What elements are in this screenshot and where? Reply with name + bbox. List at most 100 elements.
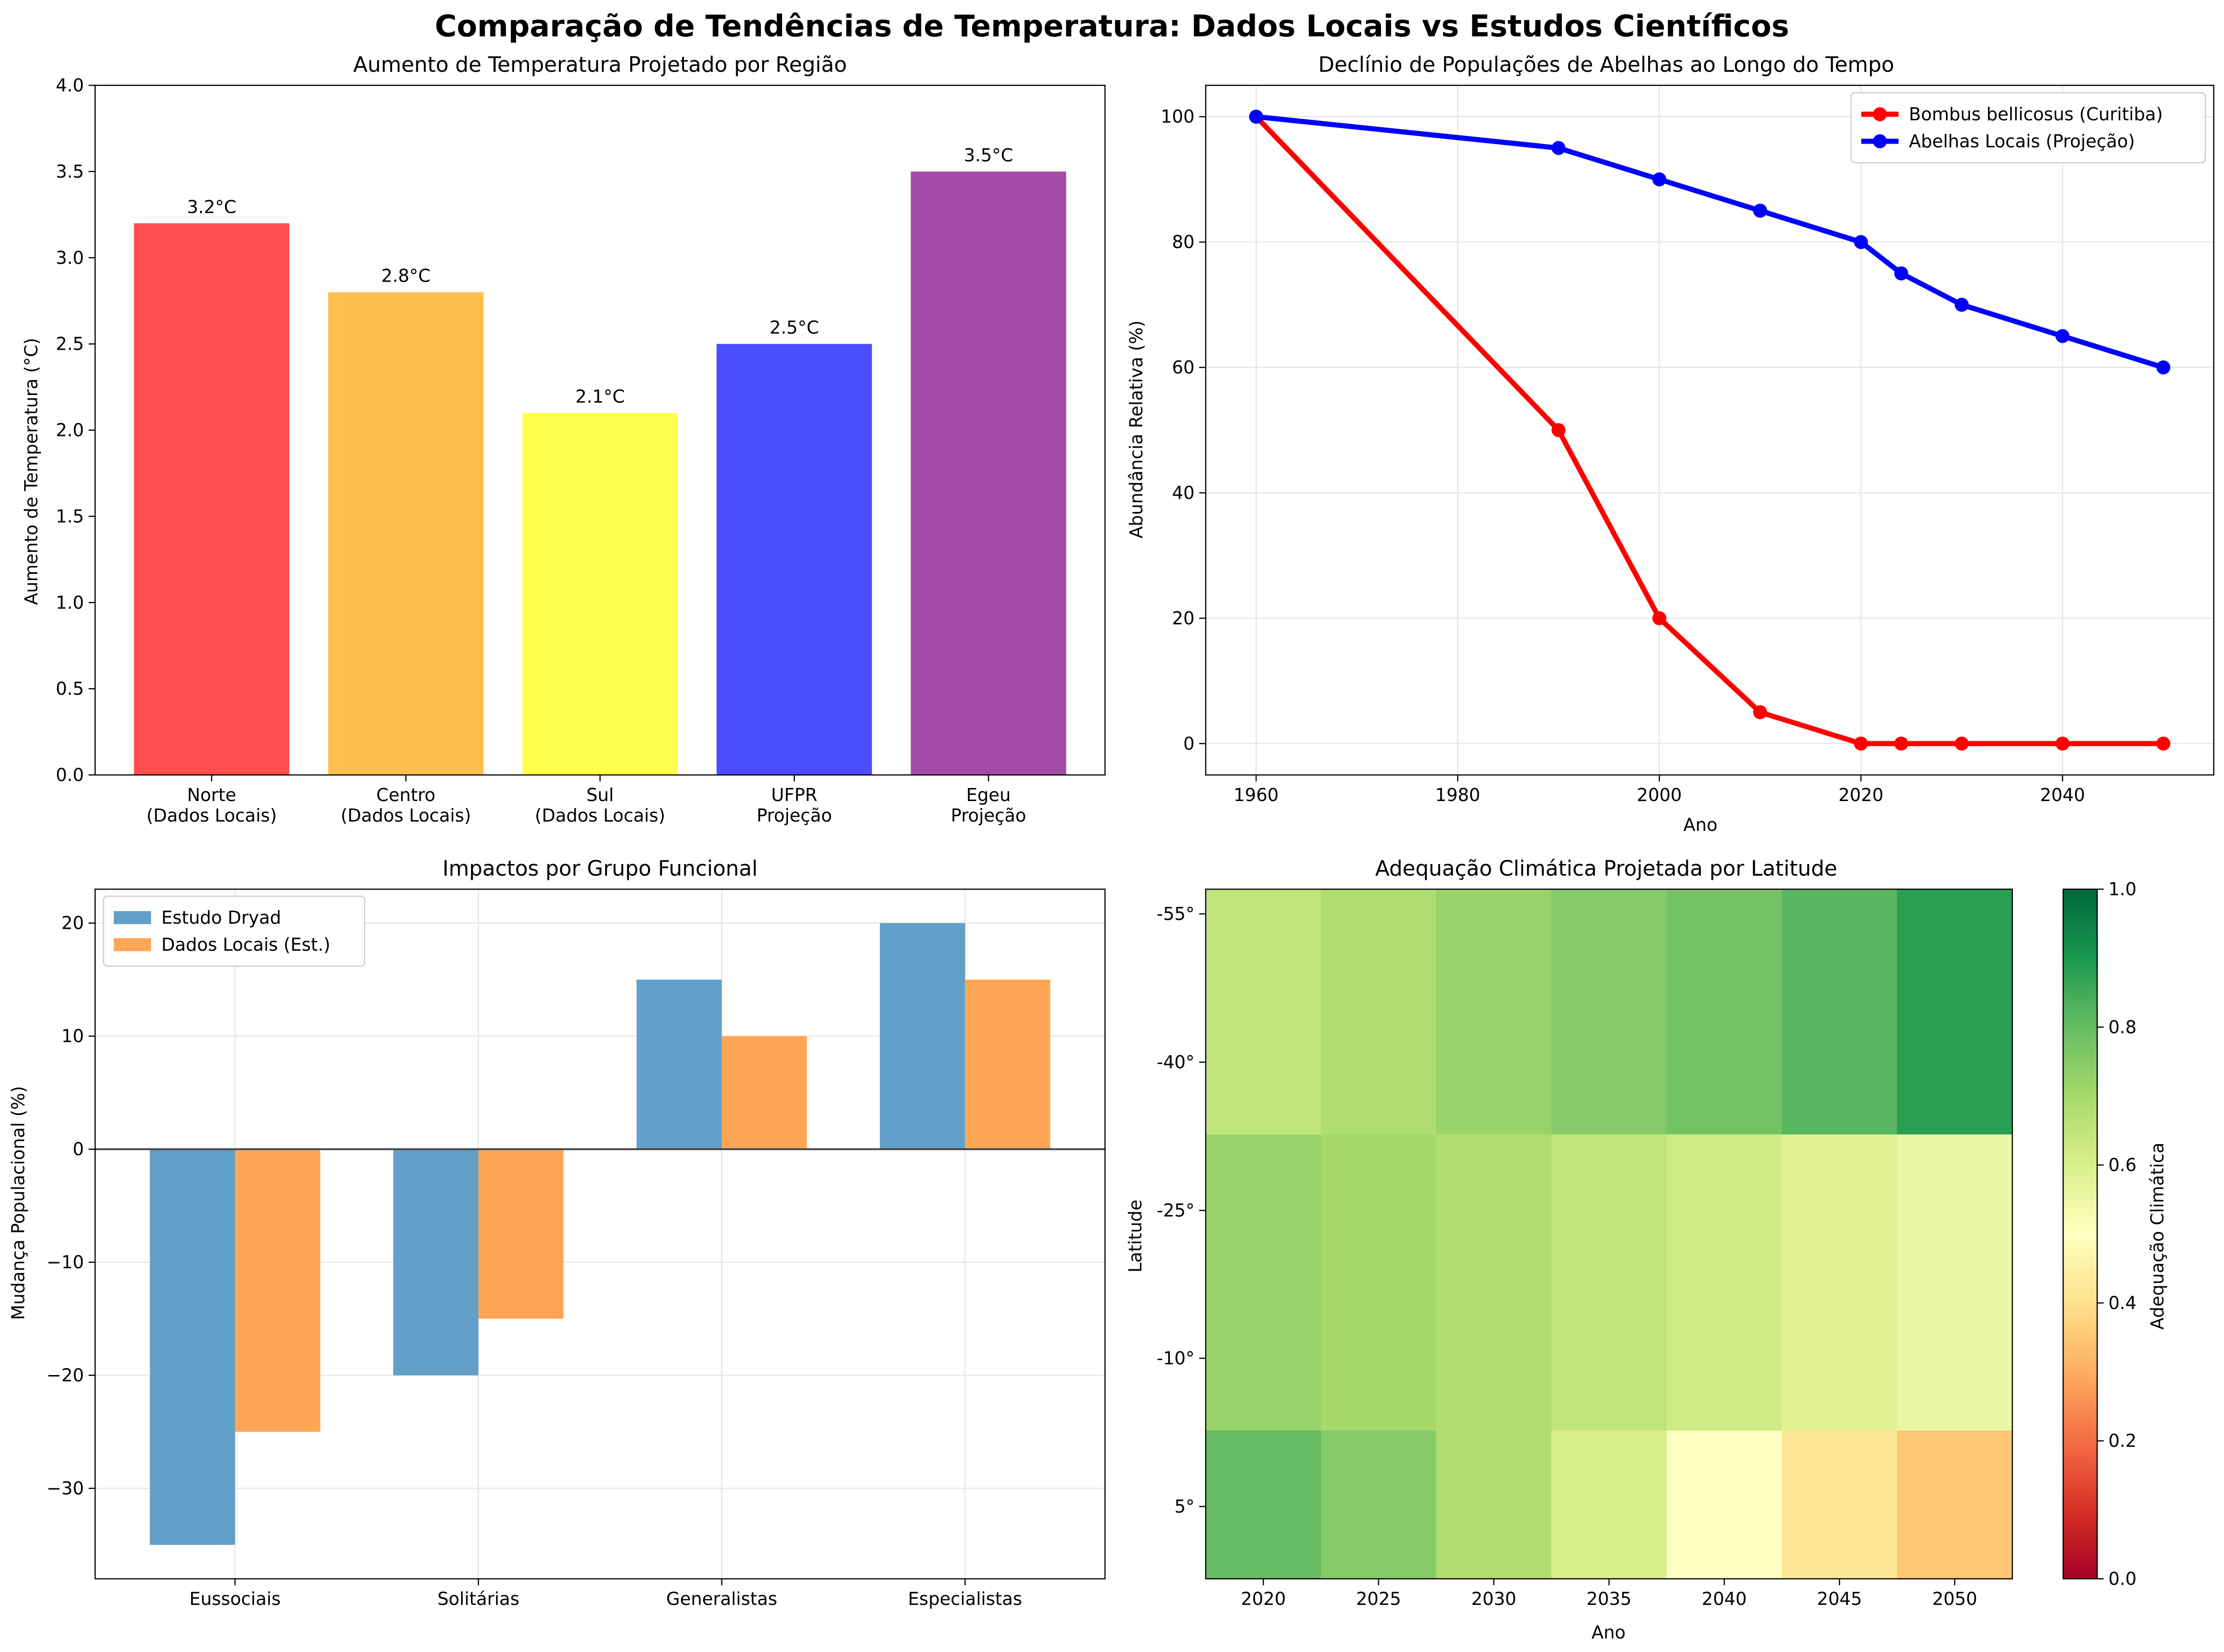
legend-marker [1873, 107, 1887, 121]
group-bar-series-2 [478, 1149, 564, 1319]
series-point-1 [1551, 423, 1566, 437]
heatmap-cell [1897, 1134, 2013, 1431]
heatmap-cell [1897, 889, 2013, 1135]
group-bar-series-1 [150, 1149, 235, 1545]
heatmap-x-axis-label: Ano [1591, 1622, 1625, 1643]
temperature-value-label: 2.5°C [770, 318, 819, 338]
bee-y-tick-label: 40 [1172, 483, 1195, 503]
series-point-1 [1854, 736, 1868, 751]
bee-y-tick-label: 0 [1183, 733, 1195, 754]
series-point-1 [1894, 736, 1908, 751]
heatmap-y-tick-label: -55° [1157, 904, 1195, 924]
bee-x-tick-label: 2000 [1637, 785, 1682, 805]
plot-frame [1205, 84, 2215, 776]
temperature-value-label: 2.8°C [381, 266, 430, 286]
bee-y-tick-label: 20 [1172, 608, 1195, 629]
group-bar-series-2 [235, 1149, 320, 1432]
colorbar-tick-label: 0.4 [2108, 1293, 2136, 1313]
legend-box [103, 895, 366, 967]
figure-suptitle: Comparação de Tendências de Temperatura:… [435, 9, 1789, 44]
series-point-2 [2156, 360, 2170, 375]
groups-y-tick-label: −30 [47, 1478, 84, 1499]
temperature-bar-chart: Aumento de Temperatura Projetado por Reg… [21, 52, 1106, 826]
heatmap-cell [1551, 1431, 1667, 1579]
temperature-y-tick-label: 1.5 [56, 506, 84, 526]
temperature-value-label: 3.5°C [964, 145, 1013, 166]
groups-y-tick-label: −20 [47, 1365, 84, 1386]
temperature-y-tick-label: 0.0 [56, 765, 84, 785]
groups-y-tick-label: 10 [62, 1026, 84, 1046]
temperature-y-tick-label: 3.0 [56, 248, 84, 268]
heatmap-cell [1321, 1431, 1437, 1579]
series-point-2 [2055, 329, 2070, 343]
temperature-bar [134, 223, 290, 775]
bee-x-tick-label: 1960 [1234, 785, 1279, 805]
groups-y-tick-label: 20 [62, 913, 84, 933]
legend-box [1850, 92, 2206, 164]
groups-y-tick-label: 0 [73, 1139, 84, 1160]
legend-marker [1873, 134, 1887, 148]
legend-entry-label: Abelhas Locais (Projeção) [1909, 131, 2135, 152]
colorbar-tick-label: 0.8 [2108, 1017, 2136, 1037]
heatmap-cell [1782, 889, 1898, 1135]
group-bar-series-1 [880, 923, 965, 1149]
temperature-x-tick-label: Norte (Dados Locais) [146, 785, 277, 826]
heatmap-cell [1551, 889, 1667, 1135]
colorbar-tick-label: 0.6 [2108, 1155, 2136, 1175]
temperature-y-axis-label: Aumento de Temperatura (°C) [21, 338, 41, 605]
heatmap-cell [1321, 889, 1437, 1135]
series-point-2 [1753, 203, 1768, 218]
groups-x-tick-label: Solitárias [437, 1589, 519, 1609]
heatmap-title: Adequação Climática Projetada por Latitu… [1375, 856, 1837, 881]
bee-x-tick-label: 2040 [2040, 785, 2085, 805]
series-point-1 [1955, 736, 1969, 751]
temperature-y-tick-label: 2.5 [56, 334, 84, 354]
series-point-2 [1854, 235, 1868, 249]
colorbar [2062, 888, 2098, 1580]
heatmap-cell [1551, 1134, 1667, 1431]
temperature-y-tick-label: 1.0 [56, 592, 84, 613]
legend-color-swatch [114, 911, 151, 924]
group-bar-series-1 [393, 1149, 479, 1376]
temperature-y-tick-label: 2.0 [56, 420, 84, 441]
bee-y-tick-label: 80 [1172, 232, 1195, 252]
bee-chart-title: Declínio de Populações de Abelhas ao Lon… [1318, 52, 1894, 77]
series-point-2 [1551, 141, 1566, 155]
heatmap-cell [1782, 1134, 1898, 1431]
temperature-x-tick-label: UFPR Projeção [757, 785, 832, 826]
plot-frame [94, 888, 1106, 1580]
legend-color-swatch [114, 938, 151, 951]
bee-y-tick-label: 100 [1160, 106, 1195, 127]
temperature-bar [328, 292, 484, 775]
bee-decline-line-chart: Declínio de Populações de Abelhas ao Lon… [1126, 52, 2215, 835]
heatmap-x-tick-label: 2025 [1356, 1589, 1401, 1609]
heatmap-cell [1206, 889, 1321, 1135]
legend-entry-label: Bombus bellicosus (Curitiba) [1909, 104, 2163, 124]
bee-y-axis-label: Abundância Relativa (%) [1126, 320, 1147, 539]
series-point-1 [1652, 611, 1666, 625]
heatmap-y-axis-label: Latitude [1125, 1200, 1146, 1272]
temperature-x-tick-label: Sul (Dados Locais) [535, 785, 665, 826]
temperature-y-tick-label: 4.0 [56, 75, 84, 96]
heatmap-cell [1436, 1134, 1552, 1431]
colorbar-tick-label: 0.2 [2108, 1431, 2136, 1451]
functional-group-bar-chart: Impactos por Grupo Funcional Mudança Pop… [8, 856, 1106, 1609]
groups-chart-title: Impactos por Grupo Funcional [442, 856, 758, 881]
bee-x-tick-label: 1980 [1435, 785, 1480, 805]
series-point-1 [2055, 736, 2070, 751]
temperature-value-label: 3.2°C [187, 197, 236, 217]
group-bar-series-2 [965, 979, 1050, 1149]
series-point-2 [1652, 172, 1666, 187]
series-point-2 [1249, 110, 1264, 124]
climate-suitability-heatmap: Adequação Climática Projetada por Latitu… [1125, 856, 2168, 1643]
groups-y-axis-label: Mudança Populacional (%) [8, 1086, 28, 1320]
temperature-value-label: 2.1°C [575, 387, 625, 407]
heatmap-y-tick-label: -40° [1157, 1052, 1195, 1072]
heatmap-x-tick-label: 2030 [1471, 1589, 1516, 1609]
heatmap-cell [1436, 1431, 1552, 1579]
heatmap-y-tick-label: -10° [1157, 1348, 1195, 1369]
groups-legend: Estudo Dryad Dados Locais (Est.) [103, 895, 366, 967]
heatmap-cell [1666, 1134, 1782, 1431]
plot-frame [1205, 888, 2013, 1580]
